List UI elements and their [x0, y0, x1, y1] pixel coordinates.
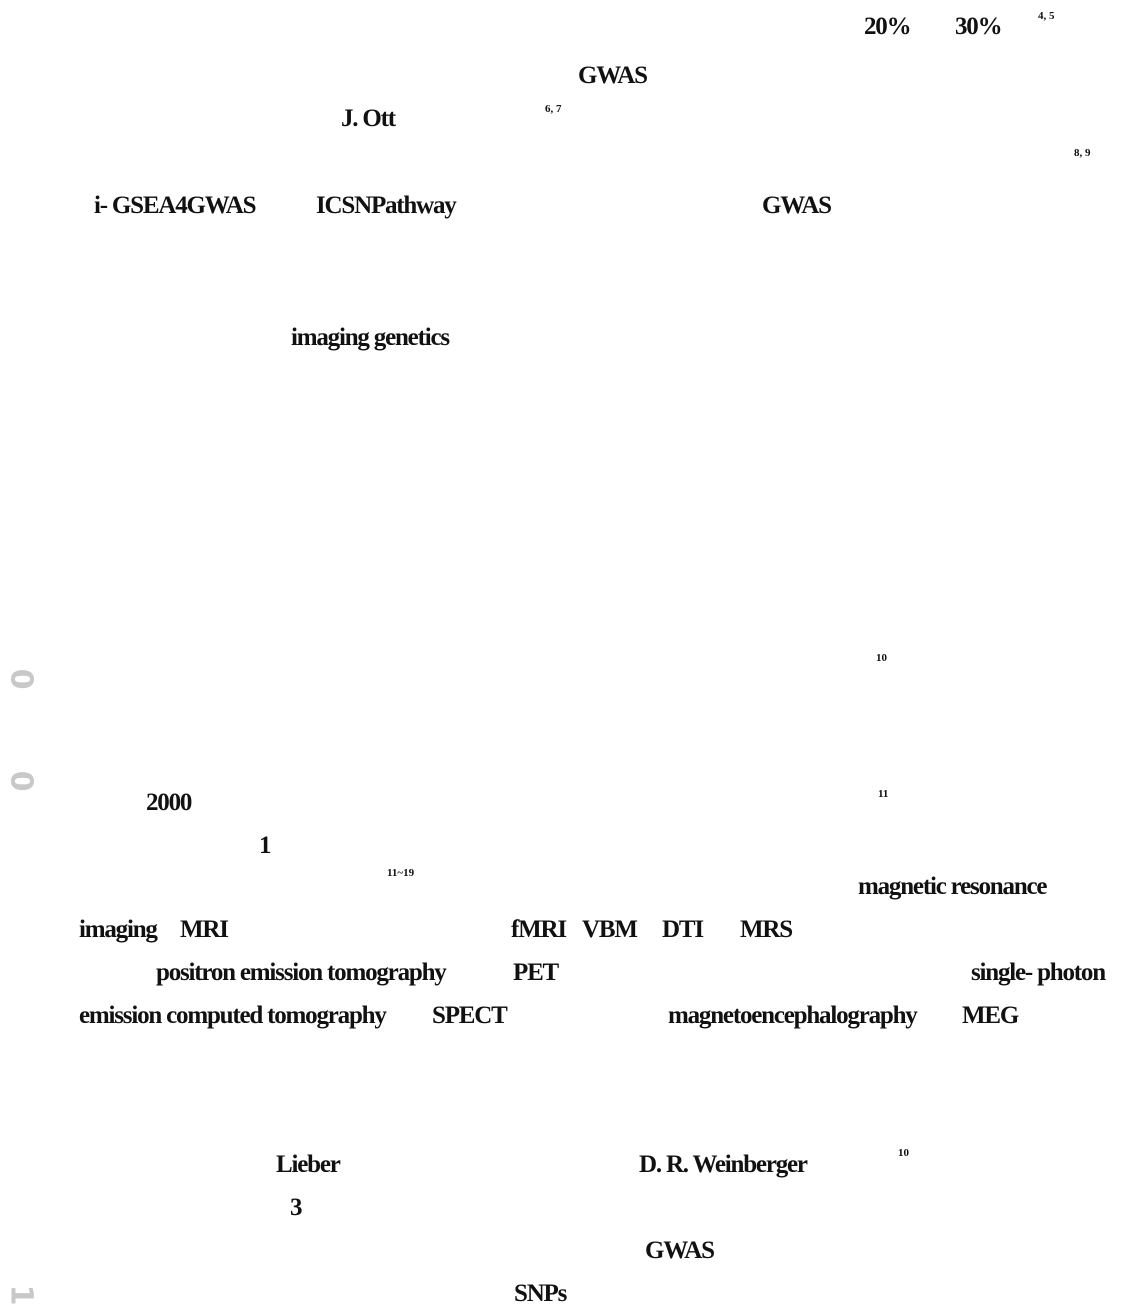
citation-8-9: 8, 9	[1074, 147, 1091, 159]
text-gwas: GWAS	[645, 1237, 715, 1264]
text-i-gsea4gwas: i- GSEA4GWAS	[94, 192, 257, 219]
citation-6-7: 6, 7	[545, 103, 562, 115]
margin-mark: 0	[3, 668, 39, 690]
text-meg: MEG	[962, 1002, 1019, 1029]
text-number-1: 1	[259, 832, 272, 859]
text-pet: PET	[513, 959, 559, 986]
citation-11-19: 11~19	[387, 867, 415, 879]
text-number-3: 3	[290, 1194, 303, 1221]
text-year-2000: 2000	[146, 789, 192, 816]
text-fmri: fMRI	[511, 916, 567, 943]
text-d-r-weinberger: D. R. Weinberger	[639, 1151, 808, 1178]
text-positron-emission-tomography: positron emission tomography	[156, 959, 447, 986]
text-j-ott: J. Ott	[341, 105, 396, 132]
text-spect: SPECT	[432, 1002, 508, 1029]
text-single-photon: single- photon	[971, 959, 1106, 986]
text-mri: MRI	[180, 916, 229, 943]
text-magnetic-resonance: magnetic resonance	[858, 873, 1048, 900]
text-magnetoencephalography: magnetoencephalography	[668, 1002, 918, 1029]
margin-mark: 0	[3, 770, 39, 792]
text-imaging: imaging	[79, 916, 158, 943]
citation-11: 11	[878, 788, 889, 800]
citation-10: 10	[876, 652, 887, 664]
margin-mark: 1	[3, 1284, 39, 1306]
text-imaging-genetics: imaging genetics	[291, 324, 450, 351]
text-icsnpathway: ICSNPathway	[316, 192, 457, 219]
text-20-percent: 20%	[864, 13, 912, 40]
text-vbm: VBM	[582, 916, 638, 943]
text-dti: DTI	[662, 916, 704, 943]
text-gwas: GWAS	[762, 192, 832, 219]
text-emission-computed-tomography: emission computed tomography	[79, 1002, 387, 1029]
text-mrs: MRS	[740, 916, 793, 943]
citation-4-5: 4, 5	[1038, 10, 1055, 22]
text-snps: SNPs	[514, 1280, 567, 1307]
citation-10: 10	[898, 1147, 909, 1159]
text-30-percent: 30%	[955, 13, 1003, 40]
text-gwas: GWAS	[578, 62, 648, 89]
text-lieber: Lieber	[276, 1151, 341, 1178]
